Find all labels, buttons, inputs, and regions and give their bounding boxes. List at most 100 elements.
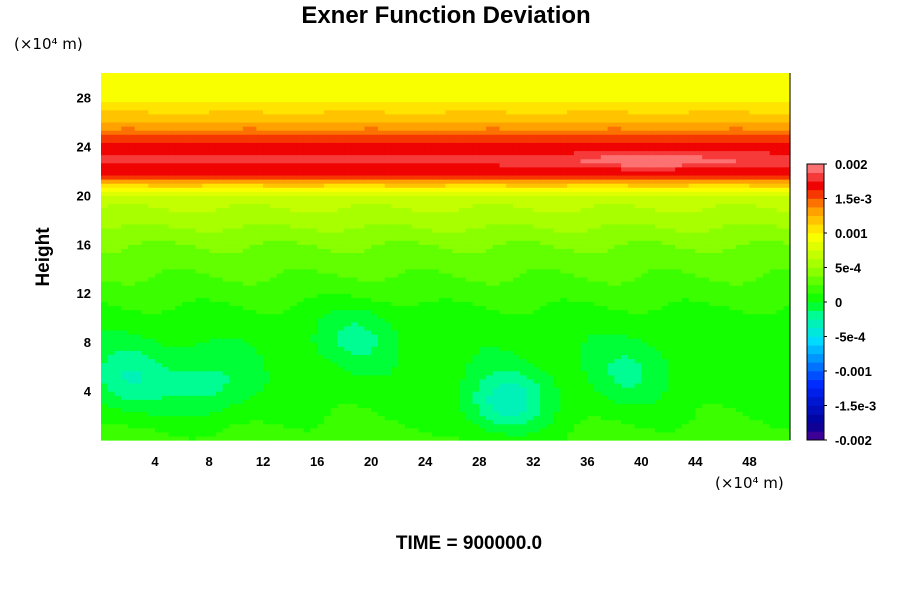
contour-cell <box>182 252 190 258</box>
contour-cell <box>756 382 764 388</box>
contour-cell <box>540 399 548 404</box>
contour-cell <box>594 248 602 254</box>
contour-cell <box>526 256 534 262</box>
contour-cell <box>344 374 352 380</box>
contour-cell <box>567 289 575 294</box>
contour-cell <box>128 378 136 384</box>
contour-cell <box>452 309 460 315</box>
contour-cell <box>148 244 156 249</box>
contour-cell <box>418 427 426 433</box>
contour-cell <box>222 276 230 282</box>
contour-cell <box>627 280 636 286</box>
contour-cell <box>452 338 460 343</box>
contour-cell <box>594 297 602 302</box>
contour-cell <box>141 382 149 388</box>
contour-cell <box>431 329 440 335</box>
contour-cell <box>269 435 278 441</box>
contour-cell <box>722 395 730 400</box>
contour-cell <box>290 338 298 343</box>
contour-cell <box>114 248 122 254</box>
contour-cell <box>391 297 399 302</box>
contour-cell <box>573 391 582 396</box>
contour-cell <box>303 346 311 351</box>
contour-cell <box>695 301 703 307</box>
contour-cell <box>567 362 575 368</box>
contour-cell <box>783 301 791 307</box>
contour-cell <box>621 301 629 307</box>
contour-cell <box>236 435 244 441</box>
contour-cell <box>654 411 663 417</box>
contour-cell <box>215 264 224 270</box>
contour-cell <box>519 264 528 270</box>
contour-cell <box>486 415 494 421</box>
contour-cell <box>580 285 588 290</box>
contour-cell <box>688 382 697 388</box>
contour-cell <box>513 325 521 331</box>
contour-cell <box>695 240 703 245</box>
contour-cell <box>445 346 453 351</box>
contour-cell <box>404 346 413 351</box>
contour-cell <box>438 435 447 441</box>
contour-cell <box>391 333 399 339</box>
contour-cell <box>708 411 717 417</box>
contour-cell <box>661 431 670 437</box>
contour-cell <box>438 415 447 421</box>
contour-cell <box>648 411 656 417</box>
contour-cell <box>350 280 359 286</box>
contour-cell <box>121 382 129 388</box>
contour-cell <box>452 333 460 339</box>
contour-cell <box>654 350 663 355</box>
contour-cell <box>452 346 460 351</box>
contour-cell <box>580 423 588 429</box>
contour-cell <box>546 252 555 258</box>
contour-cell <box>729 358 737 364</box>
contour-cell <box>398 329 406 335</box>
contour-cell <box>209 411 217 417</box>
contour-cell <box>472 399 480 404</box>
contour-cell <box>290 293 298 298</box>
contour-cell <box>540 403 548 408</box>
contour-cell <box>357 293 366 298</box>
contour-cell <box>168 386 176 392</box>
contour-cell <box>749 354 757 360</box>
contour-cell <box>323 264 332 270</box>
contour-cell <box>377 386 386 392</box>
contour-cell <box>546 260 555 266</box>
contour-cell <box>465 399 474 404</box>
contour-cell <box>722 346 730 351</box>
contour-cell <box>384 309 393 315</box>
contour-cell <box>742 244 751 249</box>
contour-cell <box>195 321 203 327</box>
contour-cell <box>519 285 528 290</box>
contour-cell <box>756 301 764 307</box>
contour-cell <box>249 256 257 262</box>
contour-cell <box>114 285 122 290</box>
contour-cell <box>337 285 345 290</box>
contour-cell <box>350 342 359 347</box>
contour-cell <box>229 411 237 417</box>
contour-cell <box>641 382 649 388</box>
contour-cell <box>627 321 636 327</box>
contour-cell <box>411 301 420 307</box>
contour-cell <box>222 382 230 388</box>
contour-cell <box>506 309 514 315</box>
contour-cell <box>702 325 710 331</box>
contour-cell <box>607 256 615 262</box>
contour-cell <box>621 280 629 286</box>
contour-cell <box>769 297 778 302</box>
contour-cell <box>425 325 433 331</box>
contour-cell <box>729 280 737 286</box>
contour-cell <box>222 248 230 254</box>
contour-cell <box>209 301 217 307</box>
contour-cell <box>681 362 690 368</box>
contour-cell <box>486 240 494 245</box>
contour-cell <box>101 268 109 274</box>
contour-cell <box>350 293 359 298</box>
contour-cell <box>648 423 656 429</box>
contour-cell <box>499 293 507 298</box>
contour-cell <box>573 248 582 254</box>
contour-cell <box>546 374 555 380</box>
contour-cell <box>762 289 771 294</box>
contour-cell <box>648 325 656 331</box>
contour-cell <box>222 313 230 319</box>
